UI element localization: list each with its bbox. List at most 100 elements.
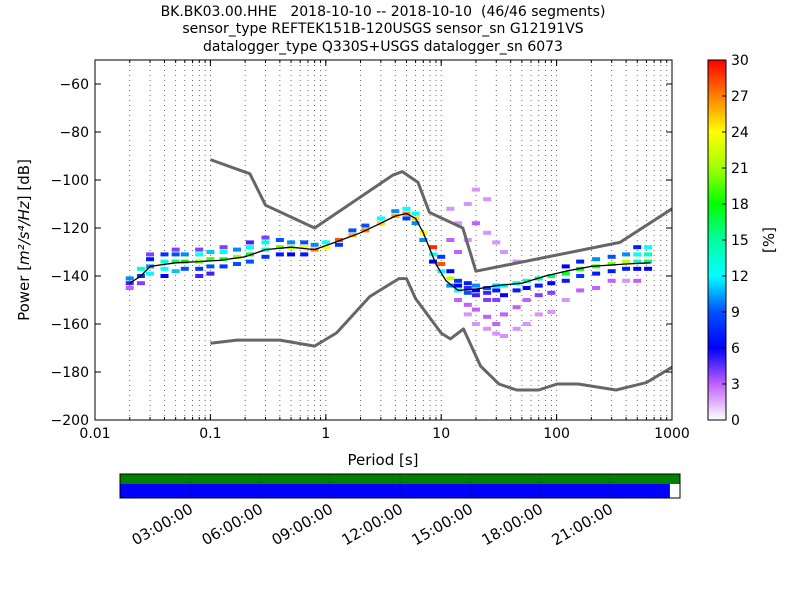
density-cell xyxy=(622,259,631,264)
colorbar-tick-label: 21 xyxy=(731,161,749,177)
x-tick-label: 1 xyxy=(321,426,330,442)
density-cell xyxy=(576,288,585,293)
density-cell xyxy=(463,312,472,317)
density-cell xyxy=(592,271,601,276)
density-cell xyxy=(607,262,616,266)
density-cell xyxy=(300,245,309,250)
density-cell xyxy=(287,240,296,245)
density-cell xyxy=(195,266,204,271)
x-axis-ticks: 0.01 0.1 1 10 100 1000 xyxy=(79,60,690,442)
density-cell xyxy=(483,286,492,290)
y-axis-label-suffix: ] [dB] xyxy=(15,159,33,201)
density-cell xyxy=(261,240,270,245)
time-tick-label: 09:00:00 xyxy=(269,500,336,549)
density-cell xyxy=(483,298,492,302)
density-cell xyxy=(471,293,480,298)
density-cell xyxy=(206,250,215,254)
density-cell xyxy=(512,305,521,310)
density-cell xyxy=(160,259,169,264)
density-cell xyxy=(499,312,508,317)
density-cell xyxy=(171,252,180,257)
density-cell xyxy=(275,238,284,242)
density-cell xyxy=(512,326,521,331)
density-cell xyxy=(419,238,428,242)
colorbar-tick-label: 15 xyxy=(731,233,749,249)
y-tick-label: −80 xyxy=(59,125,89,141)
density-cell xyxy=(275,252,284,257)
density-cell xyxy=(561,271,570,276)
gap-free-strip xyxy=(120,484,670,498)
density-cell xyxy=(245,245,254,250)
density-cell xyxy=(146,257,155,262)
density-cell xyxy=(463,202,472,206)
density-cell xyxy=(499,293,508,298)
density-cell xyxy=(547,281,556,286)
density-cell xyxy=(429,245,438,250)
density-cell xyxy=(232,247,241,252)
density-cell xyxy=(463,281,472,286)
density-cell xyxy=(561,278,570,283)
colorbar-tick-label: 6 xyxy=(731,341,740,357)
density-cell xyxy=(561,298,570,302)
density-cell xyxy=(633,252,642,257)
density-cell xyxy=(334,238,343,242)
colorbar-tick-label: 9 xyxy=(731,305,740,321)
density-cell xyxy=(125,286,134,290)
density-cell xyxy=(644,266,653,271)
density-cell xyxy=(245,259,254,264)
density-cell xyxy=(275,245,284,250)
density-cell xyxy=(411,221,420,226)
colorbar-tick-label: 27 xyxy=(731,89,749,105)
colorbar-tick-label: 18 xyxy=(731,197,749,213)
density-cell xyxy=(499,250,508,254)
density-cell xyxy=(534,312,543,317)
high-noise-model-line xyxy=(209,158,672,273)
density-cell xyxy=(245,252,254,257)
density-cell xyxy=(522,278,531,283)
density-cell xyxy=(171,269,180,274)
density-cell xyxy=(402,216,411,221)
colorbar-ticks: 0 3 6 9 12 15 18 21 24 27 30 xyxy=(722,53,749,429)
density-cell xyxy=(454,250,463,254)
density-cell xyxy=(463,286,472,290)
x-axis-label: Period [s] xyxy=(347,451,418,469)
density-cell xyxy=(334,242,343,247)
x-tick-label: 0.01 xyxy=(79,426,110,442)
y-tick-label: −120 xyxy=(51,221,89,237)
density-cell xyxy=(180,266,189,271)
density-cell xyxy=(437,254,446,259)
density-cell xyxy=(471,283,480,288)
density-cell xyxy=(361,223,370,228)
density-cell xyxy=(534,293,543,298)
noise-curves xyxy=(129,158,672,392)
density-cell xyxy=(171,259,180,264)
density-cell xyxy=(261,254,270,259)
density-cell xyxy=(300,240,309,245)
y-tick-label: −180 xyxy=(51,365,89,381)
density-cell xyxy=(471,221,480,226)
chart-title-line-3: datalogger_type Q330S+USGS datalogger_sn… xyxy=(203,39,563,55)
density-cell xyxy=(644,259,653,264)
time-axis-labels: 03:00:00 06:00:00 09:00:00 12:00:00 15:00:00… xyxy=(129,500,616,549)
density-cell xyxy=(547,290,556,295)
plot-frame xyxy=(94,59,673,421)
density-cell xyxy=(644,245,653,250)
density-cell xyxy=(522,298,531,302)
density-cell xyxy=(534,283,543,288)
mode-line xyxy=(129,212,651,292)
density-cell xyxy=(607,254,616,259)
colorbar-tick-label: 0 xyxy=(731,413,740,429)
coverage-bar-ticks xyxy=(189,474,611,498)
density-cell xyxy=(463,290,472,295)
density-cell xyxy=(547,310,556,314)
density-cell xyxy=(633,266,642,271)
time-tick-label: 03:00:00 xyxy=(129,500,196,549)
density-cell xyxy=(437,262,446,266)
density-cell xyxy=(522,286,531,290)
density-cell xyxy=(321,240,330,245)
density-cell xyxy=(483,230,492,235)
density-cell xyxy=(125,276,134,281)
density-cell xyxy=(633,278,642,283)
density-cell xyxy=(463,302,472,307)
